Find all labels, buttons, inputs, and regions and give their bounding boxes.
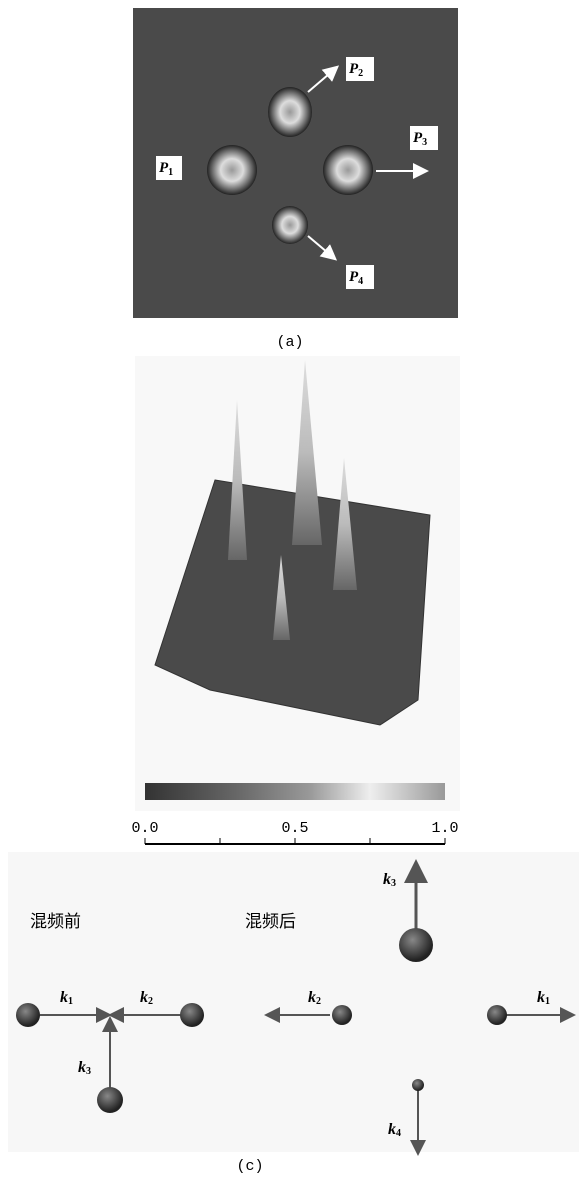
spot — [268, 87, 312, 137]
colorbar-tick-label: 0.0 — [131, 820, 158, 837]
caption: (c) — [236, 1158, 263, 1175]
colorbar-axis — [145, 838, 445, 844]
colorbar-tick-label: 0.5 — [281, 820, 308, 837]
spot — [272, 206, 308, 244]
figure: P1 P2 P3 P4 (a) 0.0 0.5 1.0 混频前 混频后 k1 k… — [0, 0, 579, 1181]
before-label: 混频前 — [30, 912, 81, 932]
panel-c-background — [8, 852, 579, 1152]
spot — [207, 145, 257, 195]
caption: (a) — [276, 334, 303, 351]
after-label: 混频后 — [245, 912, 296, 932]
colorbar — [145, 783, 445, 800]
spot — [323, 145, 373, 195]
colorbar-tick-label: 1.0 — [431, 820, 458, 837]
